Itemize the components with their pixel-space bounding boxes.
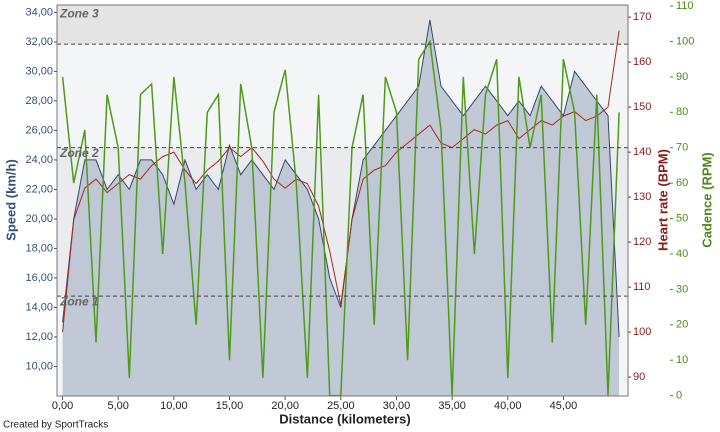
y-tick-label: 32,00 xyxy=(25,36,53,48)
x-tick-label: 45,00 xyxy=(550,400,578,412)
y-tick-label: 30,00 xyxy=(25,65,53,77)
x-tick-label: 5,00 xyxy=(108,400,129,412)
y2-tick-label: 170 xyxy=(633,11,651,23)
y3-tick-label: 40 xyxy=(676,248,688,260)
y3-tick-label: 0 xyxy=(676,390,682,402)
y-tick-label: 20,00 xyxy=(25,213,53,225)
y2-axis-title: Heart rate (BPM) xyxy=(655,149,670,251)
credit: Created by SportTracks xyxy=(3,420,108,431)
zone-label: Zone 1 xyxy=(59,294,99,308)
y2-tick-label: 160 xyxy=(633,56,651,68)
y-tick-label: 16,00 xyxy=(25,272,53,284)
y-tick-label: 10,00 xyxy=(25,360,53,372)
plot-border xyxy=(56,4,629,397)
y-tick-label: 28,00 xyxy=(25,95,53,107)
y3-tick-label: 10 xyxy=(676,354,688,366)
y-tick-label: 14,00 xyxy=(25,301,53,313)
y-tick-label: 22,00 xyxy=(25,183,53,195)
y-tick-label: 24,00 xyxy=(25,154,53,166)
y3-tick-label: 100 xyxy=(676,35,694,47)
series-line xyxy=(62,19,620,338)
series-line xyxy=(62,30,620,333)
y-axis-title: Speed (km/h) xyxy=(3,159,18,241)
y2-tick-label: 90 xyxy=(633,371,645,383)
y2-tick-label: 130 xyxy=(633,191,651,203)
y3-tick-label: 90 xyxy=(676,71,688,83)
x-tick-label: 40,00 xyxy=(494,400,522,412)
y-tick-label: 18,00 xyxy=(25,242,53,254)
y2-tick-label: 150 xyxy=(633,101,651,113)
x-tick-label: 20,00 xyxy=(271,400,299,412)
y2-tick-label: 120 xyxy=(633,236,651,248)
y2-tick-label: 110 xyxy=(633,281,651,293)
y3-axis-title: Cadence (RPM) xyxy=(699,152,714,247)
y3-tick-label: 30 xyxy=(676,283,688,295)
y-tick-label: 12,00 xyxy=(25,331,53,343)
y3-tick-label: 20 xyxy=(676,319,688,331)
y-tick-label: 34,00 xyxy=(25,6,53,18)
x-tick-label: 15,00 xyxy=(216,400,244,412)
y3-tick-label: 50 xyxy=(676,212,688,224)
x-tick-label: 10,00 xyxy=(160,400,188,412)
zone-3-band xyxy=(57,5,628,45)
y3-tick-label: 70 xyxy=(676,142,688,154)
x-axis-title: Distance (kilometers) xyxy=(279,411,411,426)
y-tick-label: 26,00 xyxy=(25,124,53,136)
y2-tick-label: 140 xyxy=(633,146,651,158)
zone-label: Zone 2 xyxy=(59,146,99,160)
y3-tick-label: 110 xyxy=(676,0,694,12)
y2-tick-label: 100 xyxy=(633,326,651,338)
y3-tick-label: 80 xyxy=(676,106,688,118)
speed-area xyxy=(62,19,620,397)
x-tick-label: 35,00 xyxy=(438,400,466,412)
zone-label: Zone 3 xyxy=(59,6,99,20)
x-tick-label: 30,00 xyxy=(383,400,411,412)
x-tick-label: 25,00 xyxy=(327,400,355,412)
y3-tick-label: 60 xyxy=(676,177,688,189)
x-tick-label: 0,00 xyxy=(52,400,73,412)
